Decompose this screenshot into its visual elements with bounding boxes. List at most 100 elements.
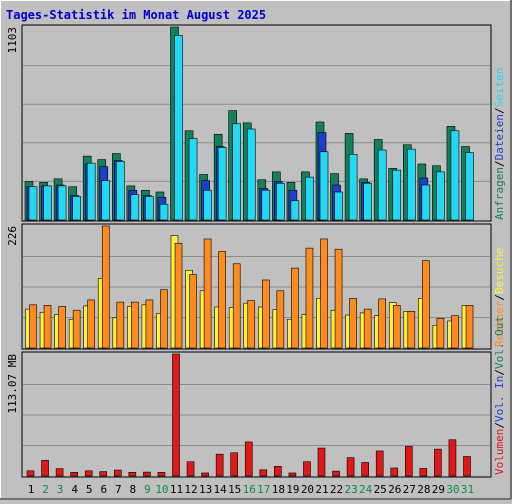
legend-volumen-text: Volumen [493, 429, 506, 475]
bar-volumen-day-16 [244, 441, 253, 477]
day-label-16: 16 [243, 483, 256, 496]
bar-volumen-day-3 [55, 468, 64, 477]
bar-volumen-day-8 [128, 472, 137, 477]
bar-seiten-day-4 [72, 196, 81, 221]
bar-seiten-day-15 [232, 123, 241, 221]
bar-seiten-day-3 [57, 185, 67, 221]
bar-rechner-day-3 [58, 306, 66, 349]
bar-volumen-day-9 [143, 471, 151, 477]
bar-volumen-day-10 [157, 472, 166, 477]
bar-rechner-day-6 [101, 225, 110, 349]
bar-seiten-day-23 [348, 154, 358, 221]
legend-sep-text: / [493, 422, 506, 429]
bar-volumen-day-18 [274, 465, 282, 477]
bar-seiten-day-25 [377, 149, 387, 221]
bar-rechner-day-21 [320, 238, 328, 349]
bar-rechner-day-12 [189, 274, 197, 349]
day-label-29: 29 [432, 483, 445, 496]
day-label-15: 15 [228, 483, 241, 496]
middle-max-label: 226 [6, 226, 19, 246]
bar-volumen-day-27 [404, 446, 413, 477]
bar-volumen-day-4 [70, 472, 78, 477]
bar-seiten-day-16 [246, 128, 256, 221]
day-label-14: 14 [214, 483, 228, 496]
day-label-3: 3 [57, 483, 64, 496]
day-label-25: 25 [374, 483, 387, 496]
top-max-label: 1103 [6, 27, 19, 54]
chart-title: Tages-Statistik im Monat August 2025 [6, 8, 266, 22]
legend-dateien-text: Dateien [493, 114, 506, 160]
day-label-1: 1 [28, 483, 35, 496]
day-label-21: 21 [315, 483, 328, 496]
bars-layer [24, 26, 474, 477]
legend-anfragen-text: Vol. Out [493, 316, 506, 369]
bar-seiten-day-28 [421, 184, 431, 221]
bar-seiten-day-12 [188, 138, 198, 221]
bar-volumen-day-5 [84, 470, 93, 477]
bar-rechner-day-27 [407, 310, 416, 349]
bar-seiten-day-19 [290, 200, 300, 221]
day-label-20: 20 [301, 483, 314, 496]
bar-seiten-day-17 [261, 189, 271, 221]
day-label-8: 8 [130, 483, 137, 496]
day-label-22: 22 [330, 483, 343, 496]
day-label-10: 10 [155, 483, 168, 496]
bar-volumen-day-24 [361, 462, 369, 477]
bottom-max-label: 113.07 MB [6, 354, 19, 414]
day-labels: 1 2 3 4 5 6 7 8 9 10 11 12 13 14 15 16 17 18 19 20 21 22 23 24 2… [28, 483, 474, 496]
day-label-26: 26 [388, 483, 401, 496]
bar-rechner-day-29 [436, 318, 445, 349]
bar-volumen-day-31 [463, 456, 471, 477]
bar-rechner-day-16 [247, 300, 256, 349]
day-label-4: 4 [71, 483, 78, 496]
day-label-2: 2 [42, 483, 49, 496]
day-label-31: 31 [461, 483, 474, 496]
bar-seiten-day-29 [436, 171, 445, 221]
bar-volumen-day-30 [448, 439, 457, 477]
day-label-23: 23 [344, 483, 357, 496]
bar-rechner-day-2 [43, 305, 52, 349]
bar-seiten-day-21 [319, 151, 329, 221]
day-label-30: 30 [446, 483, 459, 496]
bar-rechner-day-9 [145, 299, 154, 349]
bar-volumen-day-13 [201, 472, 209, 477]
bar-seiten-day-8 [130, 194, 140, 221]
bar-seiten-day-1 [28, 186, 38, 221]
bar-volumen-day-20 [303, 461, 311, 477]
bar-volumen-day-11 [172, 353, 180, 477]
bar-rechner-day-13 [203, 238, 212, 349]
bar-rechner-day-8 [131, 301, 139, 349]
legend-sep-text: / [493, 160, 506, 167]
bar-volumen-day-29 [434, 448, 442, 477]
bar-rechner-day-10 [160, 289, 168, 349]
bar-seiten-day-27 [406, 148, 416, 221]
bar-rechner-day-7 [116, 301, 125, 349]
bar-rechner-day-14 [218, 251, 226, 349]
bar-volumen-day-14 [215, 453, 224, 477]
day-label-13: 13 [199, 483, 212, 496]
day-label-6: 6 [100, 483, 107, 496]
bar-rechner-day-22 [334, 248, 343, 349]
bar-rechner-day-25 [378, 298, 387, 349]
legend-sep-text: / [493, 294, 506, 301]
bar-volumen-day-7 [114, 469, 122, 477]
legend-dateien-text: Vol. In [493, 376, 506, 422]
bar-volumen-day-12 [186, 461, 195, 477]
day-label-27: 27 [403, 483, 416, 496]
bar-seiten-day-24 [363, 182, 372, 221]
bar-volumen-day-19 [288, 472, 297, 477]
bar-volumen-day-15 [230, 452, 238, 477]
bar-volumen-day-28 [419, 468, 428, 477]
bar-seiten-day-14 [217, 147, 227, 221]
bar-rechner-day-30 [451, 315, 459, 349]
bar-seiten-day-7 [116, 161, 125, 221]
bar-volumen-day-1 [26, 470, 35, 477]
bar-seiten-day-11 [174, 35, 183, 221]
bar-seiten-day-31 [465, 152, 474, 221]
legend-sep-text: / [493, 369, 506, 376]
bar-seiten-day-5 [86, 162, 96, 221]
bar-rechner-day-15 [232, 263, 241, 349]
day-label-17: 17 [257, 483, 270, 496]
